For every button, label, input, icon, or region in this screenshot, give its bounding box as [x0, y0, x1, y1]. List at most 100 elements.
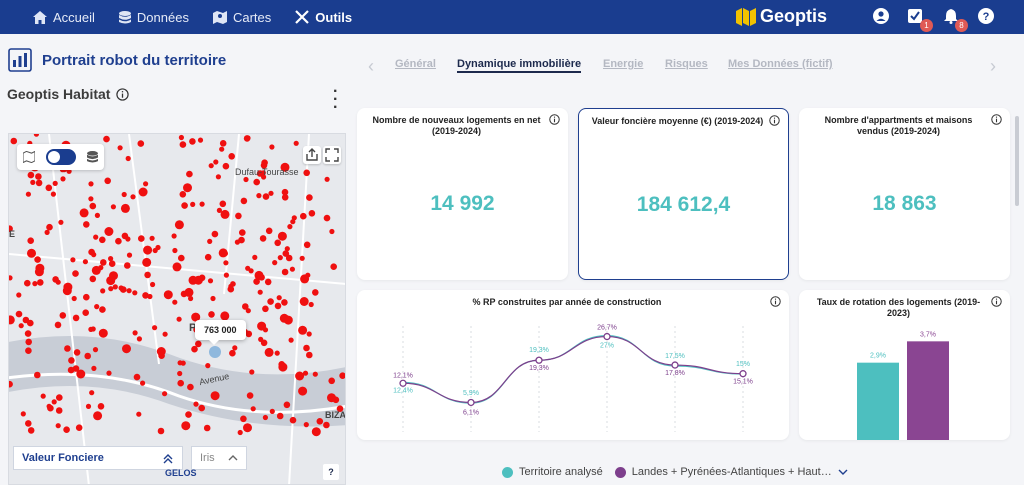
property-marker[interactable]: [264, 347, 274, 357]
layer-select[interactable]: Valeur Fonciere: [13, 446, 183, 470]
property-marker[interactable]: [124, 262, 131, 269]
property-marker[interactable]: [63, 426, 70, 434]
geoptis-logo[interactable]: Geoptis: [736, 6, 827, 27]
property-marker[interactable]: [252, 254, 258, 260]
property-marker[interactable]: [172, 262, 182, 272]
tasks-icon[interactable]: 1: [908, 8, 933, 32]
property-marker[interactable]: [245, 308, 251, 314]
property-marker[interactable]: [52, 276, 59, 283]
property-marker[interactable]: [222, 162, 230, 170]
tabs-next-icon[interactable]: ›: [990, 56, 996, 76]
property-marker[interactable]: [100, 259, 107, 266]
property-marker[interactable]: [246, 392, 254, 399]
property-marker[interactable]: [316, 418, 324, 425]
property-marker[interactable]: [232, 345, 238, 351]
info-icon[interactable]: [769, 115, 780, 126]
property-marker[interactable]: [219, 146, 225, 152]
property-marker[interactable]: [177, 360, 183, 366]
property-marker[interactable]: [103, 135, 110, 143]
property-marker[interactable]: [72, 270, 79, 277]
data-point[interactable]: [671, 361, 679, 369]
property-marker[interactable]: [207, 278, 214, 284]
property-marker[interactable]: [126, 288, 132, 294]
property-marker[interactable]: [339, 372, 346, 379]
property-marker[interactable]: [276, 412, 284, 420]
property-marker[interactable]: [303, 422, 309, 428]
property-marker[interactable]: [68, 357, 75, 364]
property-marker[interactable]: [265, 227, 273, 235]
property-marker[interactable]: [156, 347, 166, 356]
property-marker[interactable]: [27, 237, 34, 244]
property-marker[interactable]: [223, 260, 229, 266]
property-marker[interactable]: [312, 371, 318, 377]
property-marker[interactable]: [35, 179, 43, 187]
property-marker[interactable]: [282, 250, 290, 257]
property-marker[interactable]: [163, 290, 173, 300]
property-marker[interactable]: [329, 228, 335, 235]
property-marker[interactable]: [88, 326, 94, 332]
bar[interactable]: [907, 341, 949, 440]
property-marker[interactable]: [52, 180, 58, 186]
tab-risques[interactable]: Risques: [665, 58, 708, 70]
property-marker[interactable]: [24, 330, 32, 337]
property-marker[interactable]: [300, 274, 310, 284]
chart-card-taux-rotation[interactable]: Taux de rotation des logements (2019-202…: [799, 290, 1010, 440]
nav-donnees[interactable]: Données: [110, 0, 198, 34]
property-marker[interactable]: [177, 370, 183, 377]
property-marker[interactable]: [120, 286, 127, 293]
property-marker[interactable]: [44, 229, 50, 235]
property-marker[interactable]: [243, 176, 249, 183]
property-marker[interactable]: [242, 303, 249, 310]
property-marker[interactable]: [287, 224, 293, 230]
property-marker[interactable]: [34, 371, 41, 379]
map-canvas[interactable]: [9, 134, 346, 485]
tab-mes-donnees[interactable]: Mes Données (fictif): [728, 58, 833, 70]
property-marker[interactable]: [99, 236, 106, 244]
property-marker[interactable]: [256, 193, 262, 199]
tabs-prev-icon[interactable]: ‹: [368, 56, 374, 76]
property-marker[interactable]: [327, 393, 336, 403]
bell-icon[interactable]: 8: [943, 8, 968, 32]
property-marker[interactable]: [143, 245, 153, 255]
property-marker[interactable]: [84, 352, 91, 360]
property-marker[interactable]: [142, 257, 152, 267]
property-marker[interactable]: [278, 362, 288, 372]
property-marker[interactable]: [70, 257, 76, 263]
nav-accueil[interactable]: Accueil: [24, 0, 104, 34]
property-marker[interactable]: [27, 248, 36, 258]
property-marker[interactable]: [106, 370, 112, 376]
legend-item-territoire[interactable]: Territoire analysé: [502, 466, 603, 478]
property-marker[interactable]: [138, 235, 145, 242]
property-marker[interactable]: [262, 414, 268, 421]
data-point[interactable]: [739, 370, 747, 378]
property-marker[interactable]: [132, 330, 138, 336]
property-marker[interactable]: [274, 239, 282, 247]
property-marker[interactable]: [89, 202, 97, 210]
property-marker[interactable]: [260, 162, 268, 169]
property-marker[interactable]: [172, 247, 178, 254]
property-marker[interactable]: [295, 371, 305, 381]
info-icon[interactable]: [991, 114, 1002, 125]
property-marker[interactable]: [34, 267, 44, 277]
property-marker[interactable]: [274, 302, 282, 310]
property-marker[interactable]: [115, 237, 122, 245]
property-marker[interactable]: [98, 328, 108, 338]
property-marker[interactable]: [328, 377, 336, 385]
property-marker[interactable]: [185, 411, 192, 418]
tab-energie[interactable]: Energie: [603, 58, 644, 70]
property-marker[interactable]: [299, 255, 305, 261]
more-options-icon[interactable]: · · ·: [333, 83, 339, 116]
property-marker[interactable]: [121, 232, 129, 240]
property-marker[interactable]: [121, 191, 127, 198]
property-marker[interactable]: [299, 297, 309, 306]
property-marker[interactable]: [303, 344, 310, 352]
property-marker[interactable]: [289, 416, 297, 424]
kpi-card-valeur-fonciere[interactable]: Valeur foncière moyenne (€) (2019-2024) …: [578, 108, 789, 280]
property-marker[interactable]: [216, 207, 222, 213]
property-marker[interactable]: [215, 174, 221, 180]
property-marker[interactable]: [188, 295, 194, 302]
property-marker[interactable]: [178, 134, 184, 141]
property-marker[interactable]: [108, 260, 116, 267]
property-marker[interactable]: [46, 223, 53, 231]
property-marker[interactable]: [312, 289, 319, 296]
